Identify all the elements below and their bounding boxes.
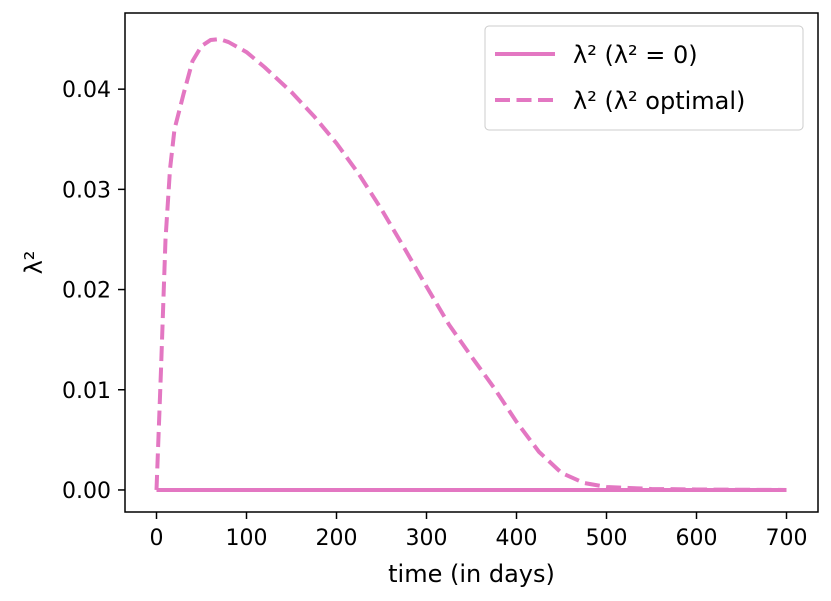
x-axis-label: time (in days) <box>388 560 555 588</box>
y-axis-ticks: 0.00 0.01 0.02 0.03 0.04 <box>62 78 125 504</box>
y-tick-label: 0.01 <box>62 379 111 404</box>
plot-area-frame <box>124 12 819 513</box>
legend-entry-lambda2-zero: λ² (λ² = 0) <box>573 41 698 69</box>
legend-box <box>484 25 804 131</box>
x-tick-label: 500 <box>586 526 628 551</box>
x-tick-label: 100 <box>226 526 268 551</box>
x-tick-label: 200 <box>316 526 358 551</box>
x-tick-label: 400 <box>496 526 538 551</box>
y-tick-label: 0.04 <box>62 78 111 103</box>
y-tick-label: 0.00 <box>62 479 111 504</box>
y-axis-label: λ² <box>20 251 48 275</box>
x-tick-label: 600 <box>676 526 718 551</box>
y-tick-label: 0.03 <box>62 178 111 203</box>
x-tick-label: 0 <box>150 526 164 551</box>
y-tick-label: 0.02 <box>62 279 111 304</box>
legend: λ² (λ² = 0) λ² (λ² optimal) <box>484 25 804 131</box>
legend-entry-lambda2-optimal: λ² (λ² optimal) <box>573 87 745 115</box>
x-tick-label: 700 <box>766 526 808 551</box>
series-layer <box>154 37 787 492</box>
x-axis-ticks: 0 100 200 300 400 500 600 700 <box>150 512 808 551</box>
x-tick-label: 300 <box>406 526 448 551</box>
series-line-lambda2-optimal <box>154 37 787 492</box>
